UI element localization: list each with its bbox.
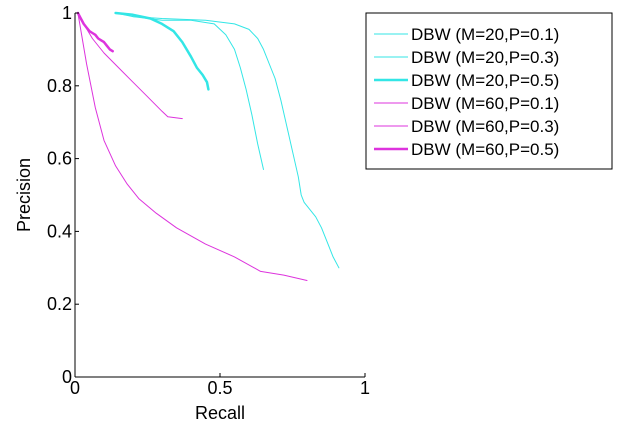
y-axis-label: Precision	[14, 158, 34, 232]
series-line-1	[115, 12, 340, 269]
y-tick-label: 0.2	[47, 294, 72, 314]
x-tick-label: 0	[70, 378, 80, 398]
series-line-5	[77, 12, 183, 120]
x-tick-label: 1	[360, 378, 370, 398]
series-layer	[76, 11, 340, 281]
legend: DBW (M=20,P=0.1) DBW (M=20,P=0.3) DBW (M=2…	[365, 12, 613, 170]
x-tick-label: 0.5	[207, 378, 232, 398]
legend-entry: DBW (M=20,P=0.1)	[411, 25, 559, 44]
plot-area: 0 0.5 1 00.20.40.60.81	[47, 3, 370, 398]
y-tick-label: 0.4	[47, 221, 72, 241]
legend-box	[365, 12, 613, 170]
legend-entry: DBW (M=60,P=0.3)	[411, 117, 559, 136]
legend-entry: DBW (M=20,P=0.5)	[411, 71, 559, 90]
legend-items: DBW (M=20,P=0.1) DBW (M=20,P=0.3) DBW (M=2…	[374, 25, 559, 159]
y-tick-label: 1	[62, 3, 72, 23]
series-line-6	[76, 11, 114, 53]
legend-entry: DBW (M=60,P=0.1)	[411, 94, 559, 113]
series-line-3	[114, 11, 210, 91]
x-axis-label: Recall	[195, 403, 245, 423]
legend-entry: DBW (M=60,P=0.5)	[411, 140, 559, 159]
legend-entry: DBW (M=20,P=0.3)	[411, 48, 559, 67]
y-tick-label: 0.6	[47, 149, 72, 169]
series-line-2	[132, 16, 264, 170]
y-tick-label: 0.8	[47, 76, 72, 96]
y-tick-label: 0	[62, 367, 72, 387]
series-line-4	[77, 12, 308, 281]
x-ticks: 0 0.5 1	[70, 373, 370, 398]
y-ticks: 0 0.2 0.4 0.6 0.8 1	[47, 3, 79, 387]
